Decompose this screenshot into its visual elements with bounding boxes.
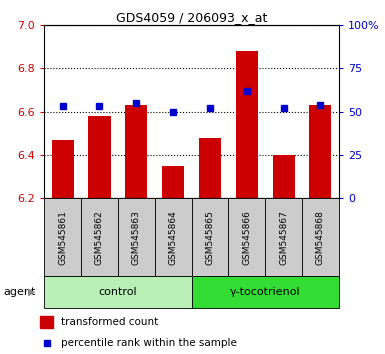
Text: γ-tocotrienol: γ-tocotrienol (230, 287, 300, 297)
Text: GSM545868: GSM545868 (316, 210, 325, 265)
Text: transformed count: transformed count (61, 317, 158, 327)
Bar (228, 198, 265, 276)
Text: GSM545864: GSM545864 (169, 210, 177, 264)
Bar (162, 166, 184, 198)
Text: GSM545866: GSM545866 (242, 210, 251, 265)
Bar (199, 137, 221, 198)
Bar (52, 140, 74, 198)
Bar (118, 198, 155, 276)
Bar (44, 276, 192, 308)
Text: GSM545863: GSM545863 (132, 210, 141, 265)
Text: percentile rank within the sample: percentile rank within the sample (61, 338, 237, 348)
Text: GSM545861: GSM545861 (58, 210, 67, 265)
Bar (125, 105, 147, 198)
Bar (273, 155, 295, 198)
Bar (265, 198, 302, 276)
Bar (236, 51, 258, 198)
Text: ▶: ▶ (28, 287, 35, 297)
Title: GDS4059 / 206093_x_at: GDS4059 / 206093_x_at (116, 11, 267, 24)
Text: GSM545862: GSM545862 (95, 210, 104, 264)
Text: agent: agent (4, 287, 36, 297)
Bar (310, 105, 331, 198)
Bar (89, 116, 110, 198)
Text: GSM545867: GSM545867 (279, 210, 288, 265)
Text: control: control (99, 287, 137, 297)
Bar (40, 316, 53, 328)
Bar (81, 198, 118, 276)
Bar (192, 198, 228, 276)
Bar (155, 198, 192, 276)
Bar (44, 198, 81, 276)
Text: GSM545865: GSM545865 (206, 210, 214, 265)
Bar (302, 198, 339, 276)
Bar (192, 276, 339, 308)
